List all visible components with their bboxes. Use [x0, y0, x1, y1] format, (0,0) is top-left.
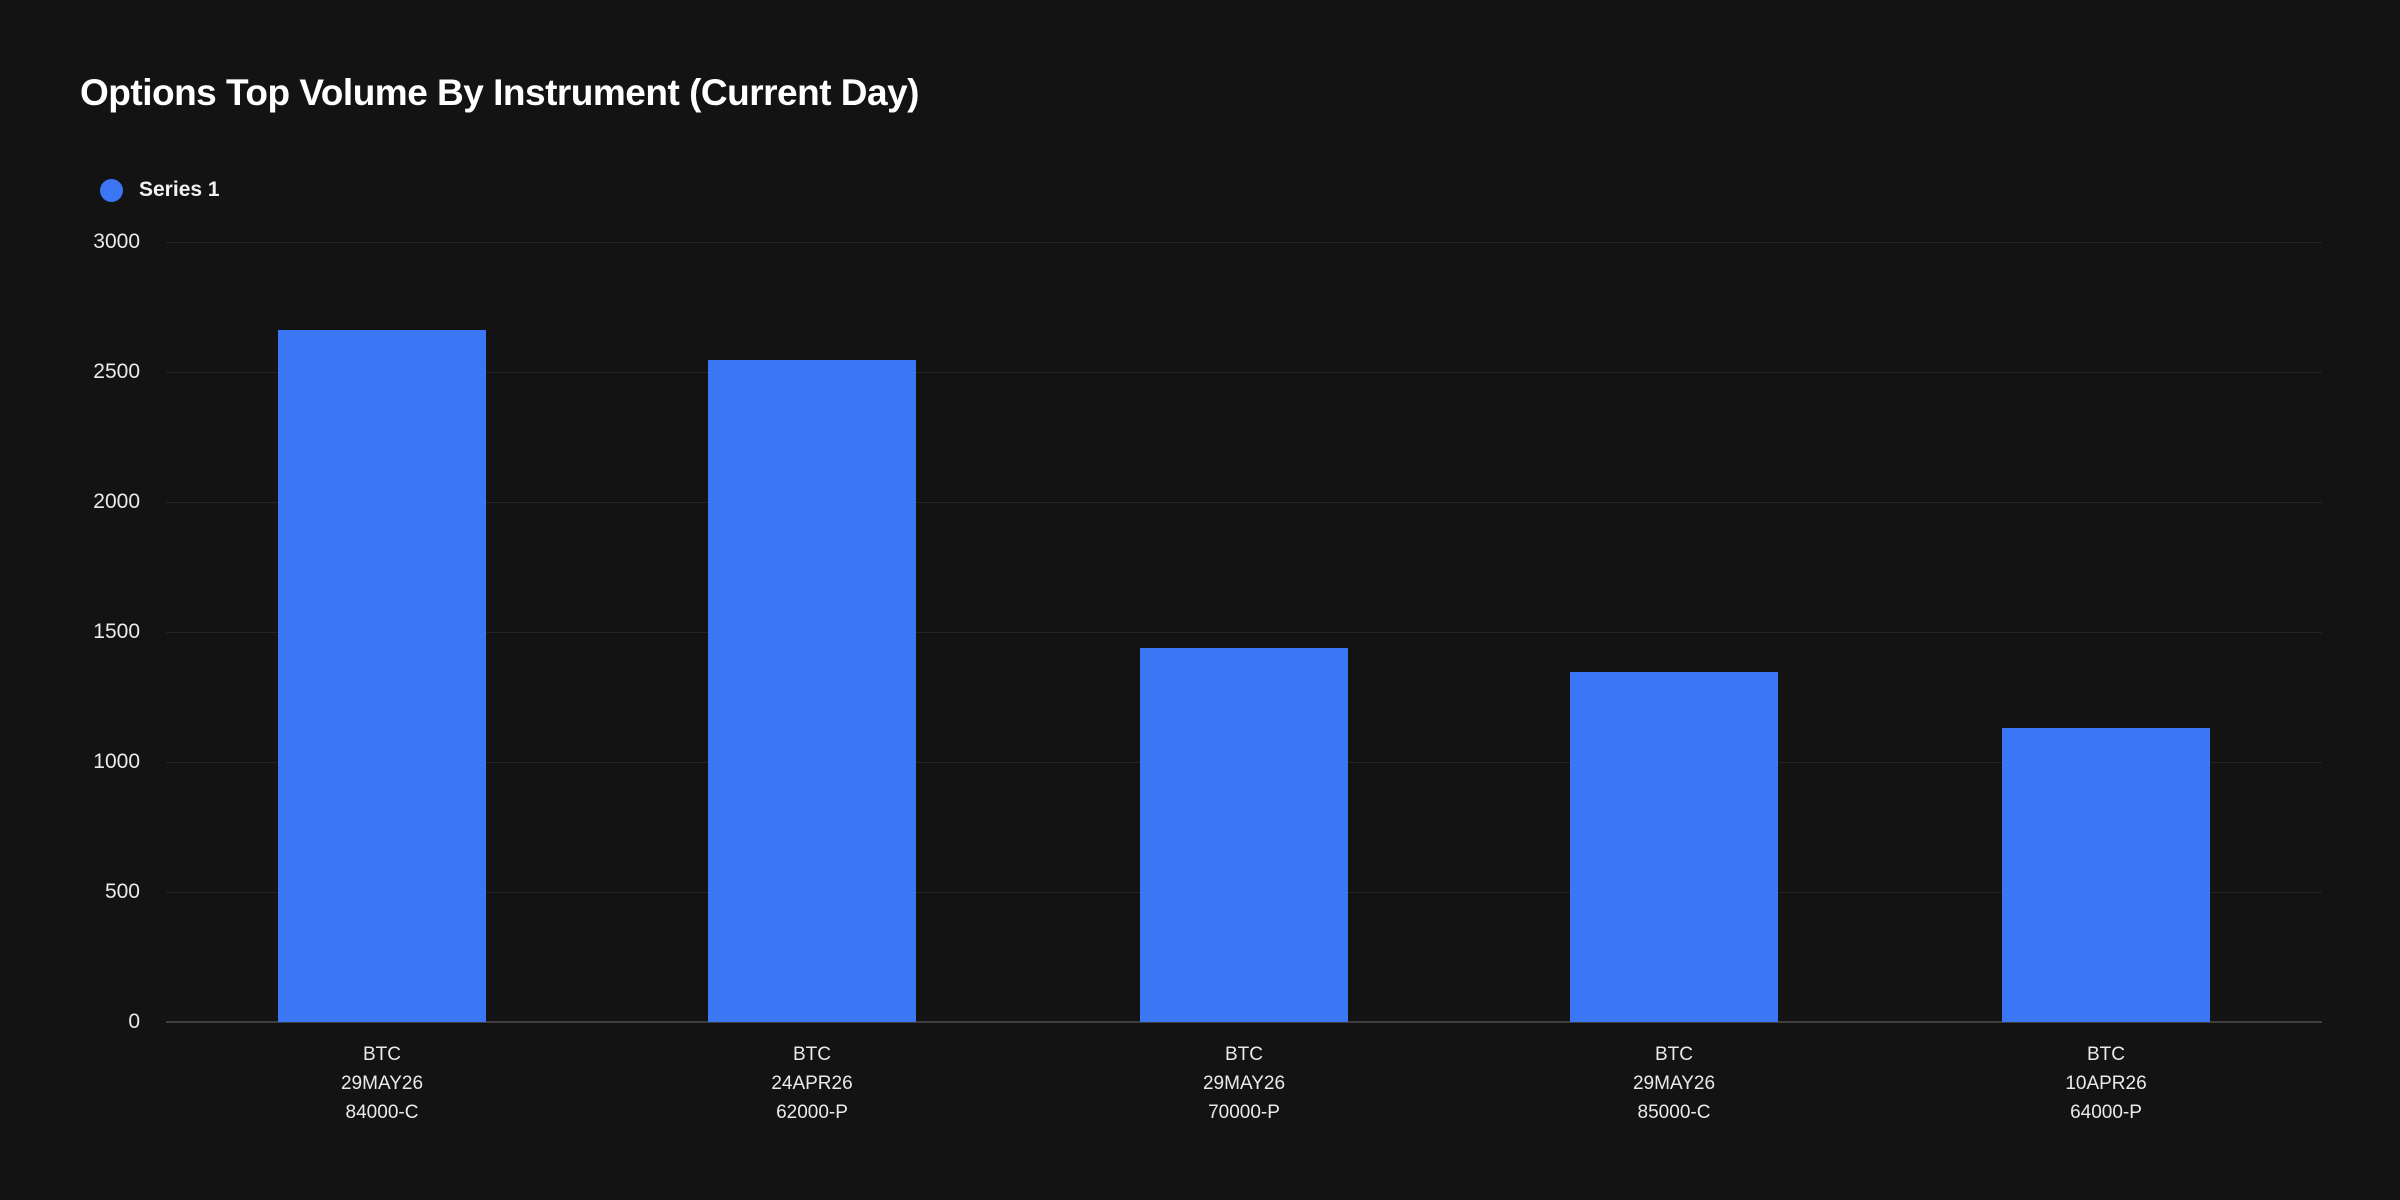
y-axis-tick-label: 2000 — [93, 490, 140, 513]
legend-item-label: Series 1 — [139, 178, 220, 201]
bar[interactable] — [1570, 672, 1778, 1022]
gridline — [166, 632, 2322, 633]
y-axis-tick-label: 1500 — [93, 620, 140, 643]
y-axis-tick-label: 2500 — [93, 360, 140, 383]
y-axis-tick-label: 0 — [128, 1010, 140, 1033]
gridline — [166, 502, 2322, 503]
y-axis-tick-label: 1000 — [93, 750, 140, 773]
x-axis-category-label: BTC 29MAY26 70000-P — [1202, 1044, 1286, 1123]
x-axis-category-label: BTC 29MAY26 84000-C — [340, 1044, 424, 1123]
x-axis-category-label: BTC 29MAY26 85000-C — [1632, 1044, 1716, 1123]
chart-title: Options Top Volume By Instrument (Curren… — [80, 72, 920, 113]
x-axis-line — [166, 1021, 2322, 1023]
bar[interactable] — [278, 330, 486, 1022]
bar[interactable] — [1140, 648, 1348, 1022]
gridline — [166, 372, 2322, 373]
x-axis-category-label: BTC 24APR26 62000-P — [771, 1044, 853, 1123]
bar[interactable] — [2002, 728, 2210, 1022]
x-axis-category-label: BTC 10APR26 64000-P — [2065, 1044, 2147, 1123]
legend: Series 1 — [100, 178, 220, 208]
legend-item-series-1[interactable]: Series 1 — [100, 178, 220, 202]
y-axis-tick-label: 3000 — [93, 230, 140, 253]
y-axis-tick-label: 500 — [104, 880, 140, 903]
legend-marker-icon — [100, 178, 123, 202]
gridline — [166, 242, 2322, 243]
bar[interactable] — [708, 360, 916, 1022]
